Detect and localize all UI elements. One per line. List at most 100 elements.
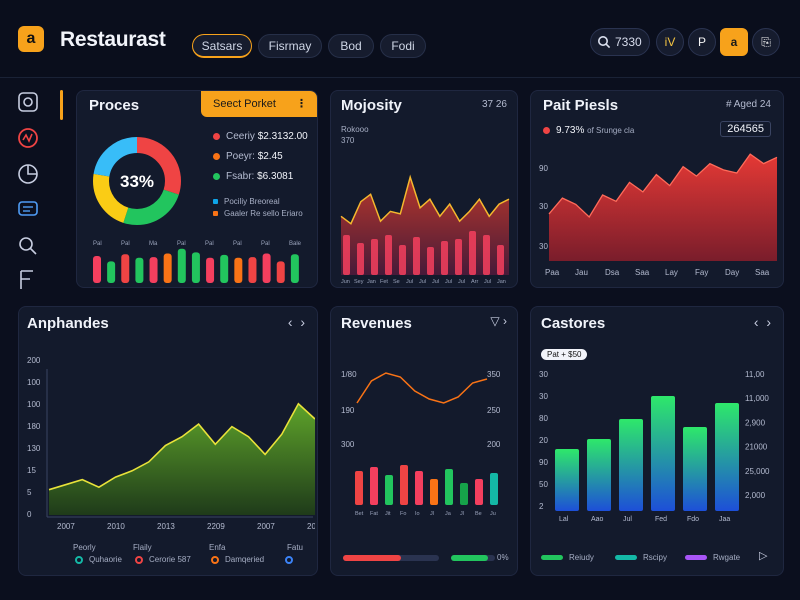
x-tick-label: Jul: [406, 279, 413, 285]
prev-icon[interactable]: ‹: [287, 314, 293, 330]
note-label: Gaaler: [224, 209, 249, 218]
castores-bar: [651, 396, 675, 511]
iv-button[interactable]: iV: [656, 28, 684, 56]
legend-item: Quhaorie: [75, 555, 122, 564]
x-tick-label: Jl: [460, 511, 464, 517]
castores-title: Castores: [541, 315, 606, 332]
y-tick-label: 90: [539, 458, 548, 467]
legend-dot: [213, 172, 220, 180]
logout-button[interactable]: ⎘: [752, 28, 780, 56]
x-tick-label: Day: [725, 268, 739, 277]
legend-head: Fatu: [287, 543, 304, 552]
legend-value: $6.3081: [257, 171, 294, 182]
pait-pct: 9.73%: [556, 125, 585, 136]
search-icon[interactable]: [16, 234, 40, 258]
x-tick-label: Jul: [419, 279, 426, 285]
y-tick-label: 50: [539, 480, 548, 489]
x-tick-label: Jul: [445, 279, 452, 285]
anphandes-card: Anphandes ‹ › 200 100 100 180 130 15 5 0 2007 201…: [18, 306, 318, 576]
proces-bar: [234, 257, 243, 283]
tab-fisrmay[interactable]: Fisrmay: [258, 34, 322, 58]
majority-bar: [343, 235, 350, 275]
chat-icon[interactable]: [16, 198, 40, 222]
tab-satsars[interactable]: Satsars: [192, 34, 252, 58]
y-tick-label: 30: [539, 370, 548, 379]
progress-fill: [343, 555, 401, 561]
majority-bar: [483, 235, 490, 275]
x-tick-label: Aao: [591, 516, 604, 523]
castores-bar: [715, 403, 739, 511]
select-product-dropdown[interactable]: Seect Porket ⋮: [201, 91, 317, 117]
legend-item: Ceeriy $2.3132.00: [213, 131, 313, 151]
revenues-bar: [430, 479, 438, 505]
x-tick-label: Jaa: [719, 516, 730, 523]
y-tick-label: 180: [27, 422, 41, 431]
legend-dot: [135, 555, 143, 564]
x-tick-label: Bet: [355, 511, 364, 517]
revenues-actions: ▽ ›: [490, 314, 507, 328]
progress-track: [343, 555, 439, 561]
legend-head: Enfa: [209, 543, 226, 552]
y-tick-label: 100: [27, 400, 41, 409]
bar-label: Pal: [93, 241, 102, 247]
y-tick-label: 190: [341, 406, 355, 415]
bar-label: Pal: [205, 241, 214, 247]
legend-swatch: [685, 555, 707, 561]
note-value: Re sello Eriaro: [250, 209, 303, 218]
next-icon[interactable]: ▷: [759, 550, 768, 562]
y-tick-label: 5: [27, 488, 32, 497]
proces-card: Proces Seect Porket ⋮ 33% Ceeriy $2.3132…: [76, 90, 318, 288]
castores-chart: 30 30 80 20 90 50 2 11,00 11,000 2,900 21000 25,000…: [539, 370, 770, 523]
progress-fill: [451, 555, 489, 561]
bar-label: Pal: [261, 241, 270, 247]
proces-bar: [107, 261, 116, 283]
legend-value: $2.3132.00: [257, 131, 308, 142]
prev-icon[interactable]: ‹: [753, 314, 759, 330]
x-tick-label: 2209: [207, 522, 225, 531]
proces-bar: [290, 254, 299, 283]
majority-card: Mojosity 37 26 Rokooo 370 Jun Sey Jan Fet Se…: [330, 90, 518, 288]
more-icon[interactable]: ⋮: [296, 98, 307, 110]
y-tick-label: 350: [487, 370, 501, 379]
x-tick-label: Lal: [559, 516, 569, 523]
next-icon[interactable]: ›: [766, 314, 771, 330]
proces-bar-chart: Pal Pal Ma Pal Pal Pal Pal Bale: [93, 241, 302, 283]
y-tick-label: 20: [539, 436, 548, 445]
legend-label: Cerorie 587: [149, 555, 191, 564]
proces-title: Proces: [89, 97, 140, 114]
account-button[interactable]: a: [720, 28, 748, 56]
x-tick-label: Ja: [445, 511, 452, 517]
next-icon[interactable]: ›: [300, 314, 305, 330]
proces-bar: [93, 256, 101, 283]
pie-chart-icon[interactable]: [16, 162, 40, 186]
revenues-bar: [475, 479, 483, 505]
search-input[interactable]: 7330: [590, 28, 650, 56]
app-logo-icon[interactable]: a: [18, 26, 44, 52]
app-title: Restaurast: [60, 28, 166, 51]
bar-label: Bale: [289, 241, 302, 247]
pait-pct-row: 9.73% of Srunge cla: [543, 125, 634, 136]
y-tick-label: 200: [27, 356, 41, 365]
castores-bar: [619, 419, 643, 511]
settings-icon[interactable]: [16, 90, 40, 114]
document-icon[interactable]: [16, 268, 40, 292]
activity-icon[interactable]: [16, 126, 40, 150]
legend-label: Reiudy: [569, 553, 594, 562]
tab-fodi[interactable]: Fodi: [380, 34, 426, 58]
legend-item: Reiudy: [541, 553, 594, 562]
legend-item: Fsabr: $6.3081: [213, 171, 313, 191]
filter-icon[interactable]: ▽: [490, 314, 500, 328]
search-value: 7330: [615, 35, 642, 49]
pager: ‹ ›: [288, 314, 305, 330]
y-tick-label: 2,000: [745, 491, 766, 500]
legend-dot: [213, 152, 220, 160]
legend-head: Flaily: [133, 543, 152, 552]
tab-bod[interactable]: Bod: [328, 34, 374, 58]
help-button[interactable]: P: [688, 28, 716, 56]
proces-bar: [220, 254, 229, 283]
pait-title: Pait Piesls: [543, 97, 619, 114]
y-tick-label: 90: [539, 164, 548, 173]
search-icon: [598, 36, 611, 49]
next-icon[interactable]: ›: [503, 314, 507, 328]
castores-tag[interactable]: Pat + $50: [541, 349, 588, 360]
